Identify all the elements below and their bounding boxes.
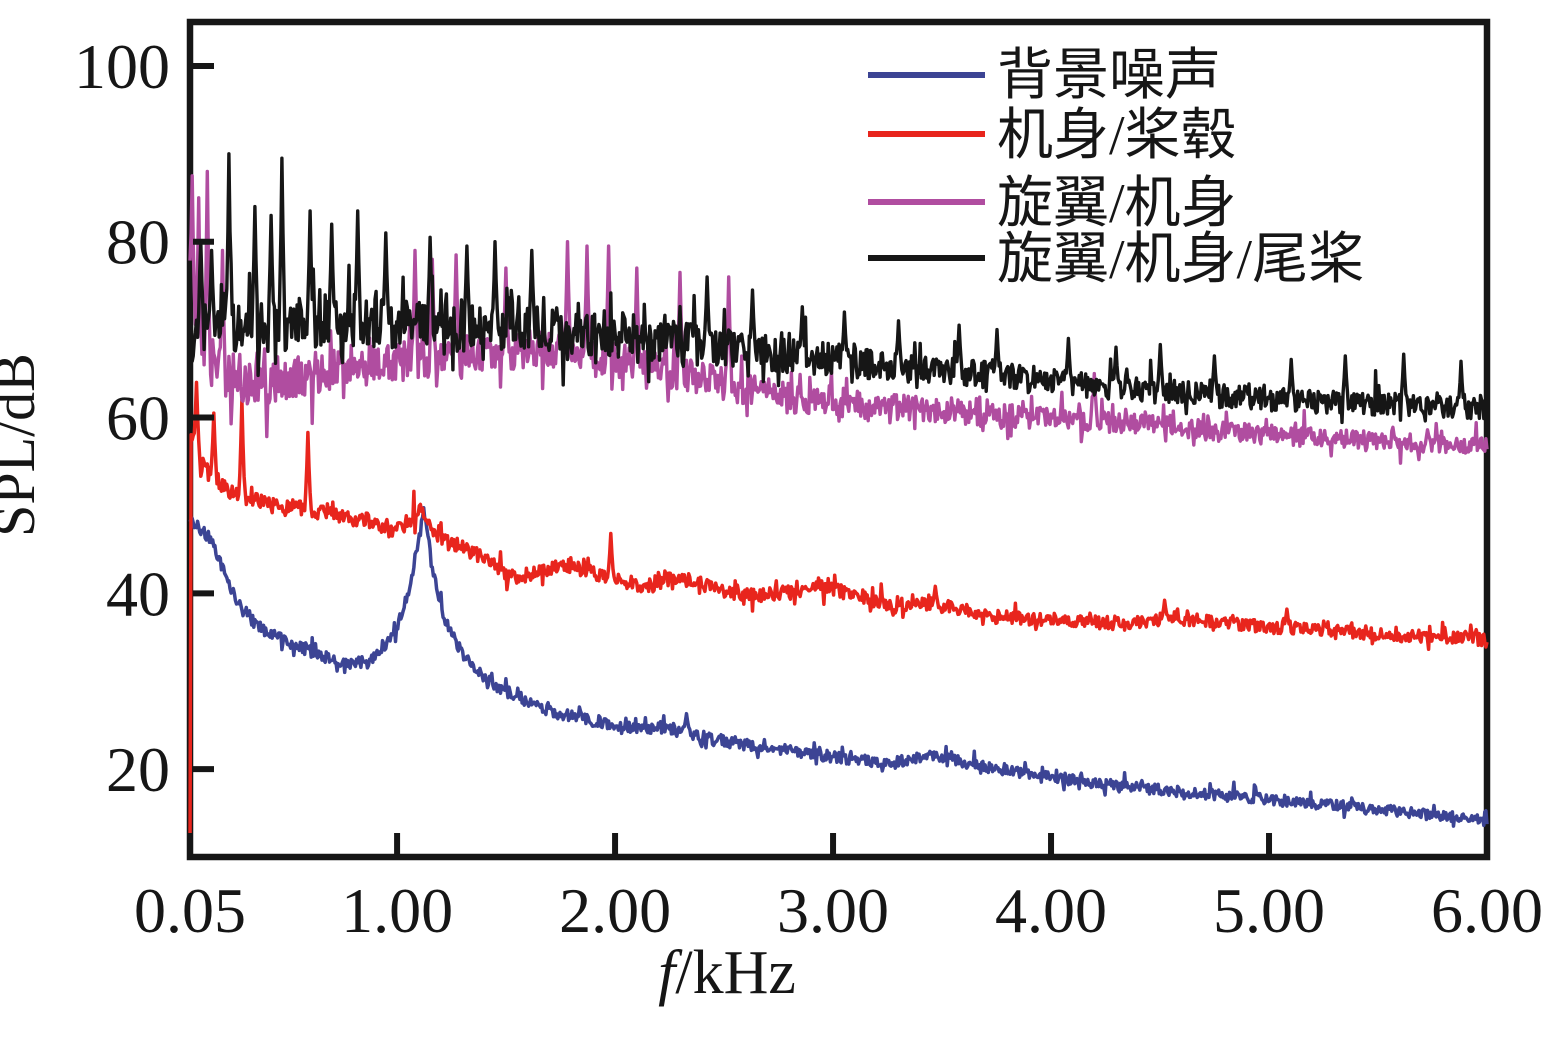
y-axis-title: SPL/dB: [0, 353, 47, 537]
legend: 背景噪声 机身/桨毂 旋翼/机身 旋翼/机身/尾桨: [868, 45, 1364, 291]
y-tick-label: 40: [106, 558, 170, 629]
series-line-rotor-fuselage-tailrotor: [188, 152, 1489, 425]
y-tick-label: 20: [106, 734, 170, 805]
x-tick-label: 5.00: [1213, 875, 1325, 946]
legend-label-rotor-fuselage-tailrotor: 旋翼/机身/尾桨: [997, 229, 1364, 291]
x-tick-label: 0.05: [134, 875, 246, 946]
series-line-fuselage-hub: [188, 380, 1489, 854]
legend-item-fuselage-hub: 机身/桨毂: [868, 105, 1237, 167]
y-tick-label: 80: [106, 207, 170, 278]
legend-label-fuselage-hub: 机身/桨毂: [997, 105, 1237, 167]
x-axis-title-unit: /kHz: [675, 939, 796, 1007]
legend-item-rotor-fuselage-tailrotor: 旋翼/机身/尾桨: [868, 229, 1364, 291]
series-lines: [188, 152, 1489, 854]
x-tick-label: 4.00: [995, 875, 1107, 946]
x-tick-label: 3.00: [777, 875, 889, 946]
x-tick-label: 2.00: [559, 875, 671, 946]
axis-tick-labels: 0.05 1.00 2.00 3.00 4.00 5.00 6.00 20 40 60 80 100: [74, 31, 1543, 946]
legend-item-rotor-fuselage: 旋翼/机身: [868, 173, 1237, 235]
x-axis-title: f/kHz: [658, 939, 796, 1007]
series-line-rotor-fuselage: [188, 169, 1489, 465]
x-tick-label: 1.00: [341, 875, 453, 946]
y-tick-label: 60: [106, 383, 170, 454]
y-tick-label: 100: [74, 31, 170, 102]
legend-label-background-noise: 背景噪声: [997, 45, 1221, 107]
x-tick-label: 6.00: [1431, 875, 1543, 946]
axis-ticks: [187, 62, 1490, 854]
legend-item-background-noise: 背景噪声: [868, 45, 1221, 107]
legend-label-rotor-fuselage: 旋翼/机身: [997, 173, 1237, 235]
series-line-background-noise: [188, 505, 1489, 828]
